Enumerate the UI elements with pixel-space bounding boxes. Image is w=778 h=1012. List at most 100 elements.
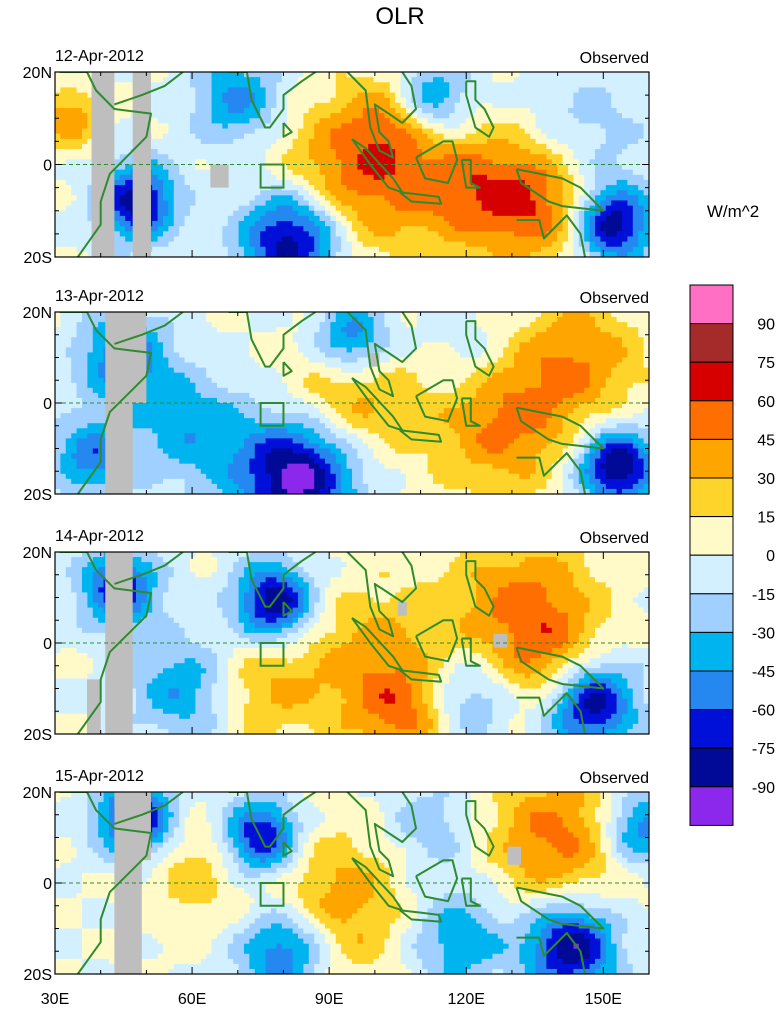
olr-cell xyxy=(389,210,396,217)
olr-cell xyxy=(76,463,83,470)
olr-cell xyxy=(433,138,439,145)
olr-cell xyxy=(551,159,558,166)
olr-cell xyxy=(524,200,531,207)
olr-cell xyxy=(638,97,645,104)
olr-cell xyxy=(152,231,159,238)
olr-cell xyxy=(600,185,607,191)
x-ticks-0 xyxy=(54,72,650,257)
olr-cell xyxy=(605,77,612,83)
olr-cell xyxy=(254,251,261,257)
olr-cell xyxy=(438,113,445,119)
olr-cell xyxy=(190,102,196,109)
olr-cell xyxy=(368,154,375,160)
olr-cell xyxy=(184,478,191,485)
olr-cell xyxy=(92,322,99,328)
olr-cell xyxy=(179,159,186,166)
olr-cell xyxy=(616,200,623,207)
olr-cell xyxy=(98,463,105,470)
olr-cell xyxy=(589,128,596,135)
olr-cell xyxy=(276,118,283,124)
olr-cell xyxy=(595,133,601,140)
olr-cell xyxy=(470,246,477,253)
olr-cell xyxy=(508,164,515,171)
olr-cell xyxy=(265,128,272,135)
olr-cell xyxy=(568,123,574,130)
olr-cell xyxy=(368,149,375,155)
olr-cell xyxy=(87,413,94,419)
olr-cell xyxy=(249,82,256,89)
olr-cell xyxy=(152,92,159,99)
olr-cell xyxy=(422,102,429,109)
olr-cell xyxy=(395,179,402,186)
olr-cell xyxy=(152,463,159,470)
olr-cell xyxy=(292,174,299,181)
olr-cell xyxy=(190,169,196,176)
olr-cell xyxy=(71,205,78,212)
olr-cell xyxy=(233,123,240,130)
olr-cell xyxy=(190,128,196,135)
olr-cell xyxy=(611,241,618,248)
olr-cell xyxy=(60,246,67,253)
olr-cell xyxy=(568,92,574,99)
olr-cell xyxy=(87,408,94,414)
olr-cell xyxy=(346,123,353,130)
olr-cell xyxy=(622,241,628,248)
olr-cell xyxy=(362,215,369,222)
olr-cell xyxy=(82,97,88,104)
olr-cell xyxy=(292,205,299,212)
olr-cell xyxy=(227,231,234,238)
olr-cell xyxy=(157,154,164,160)
olr-cell xyxy=(168,251,175,257)
olr-cell xyxy=(384,92,391,99)
olr-cell xyxy=(76,92,83,99)
olr-cell xyxy=(190,397,196,404)
olr-cell xyxy=(281,246,288,253)
olr-cell xyxy=(190,352,196,359)
olr-cell xyxy=(395,241,402,248)
olr-cell xyxy=(163,221,169,227)
olr-cell xyxy=(384,133,391,140)
olr-cell xyxy=(65,210,72,217)
olr-cell xyxy=(217,72,223,78)
olr-cell xyxy=(330,200,337,207)
olr-cell xyxy=(632,102,639,109)
y-tick-label-0: 0 xyxy=(43,158,52,175)
olr-cell xyxy=(470,107,477,114)
olr-cell xyxy=(276,128,283,135)
olr-cell xyxy=(119,251,126,257)
olr-cell xyxy=(470,113,477,119)
olr-cell xyxy=(163,327,169,333)
olr-cell xyxy=(249,107,256,114)
olr-cell xyxy=(379,205,385,212)
olr-cell xyxy=(584,107,591,114)
olr-cell xyxy=(341,149,348,155)
olr-cell xyxy=(60,205,67,212)
olr-cell xyxy=(168,236,175,243)
olr-cell xyxy=(465,200,472,207)
olr-cell xyxy=(60,154,67,160)
olr-cell xyxy=(487,246,493,253)
olr-cell xyxy=(514,97,520,104)
olr-cell xyxy=(260,231,267,238)
olr-cell xyxy=(341,241,348,248)
olr-cell xyxy=(460,236,466,243)
olr-cell xyxy=(119,118,126,124)
olr-cell xyxy=(427,205,434,212)
olr-cell xyxy=(163,246,169,253)
olr-cell xyxy=(114,246,121,253)
olr-cell xyxy=(325,210,331,217)
olr-cell xyxy=(87,423,94,429)
olr-cell xyxy=(627,97,634,104)
olr-cell xyxy=(476,107,483,114)
olr-cell xyxy=(55,190,61,196)
olr-cell xyxy=(368,221,375,227)
olr-cell xyxy=(508,138,515,145)
olr-cell xyxy=(368,97,375,104)
olr-cell xyxy=(125,82,132,89)
olr-cell xyxy=(65,443,72,450)
olr-cell xyxy=(530,87,537,94)
olr-cell xyxy=(325,251,331,257)
olr-cell xyxy=(125,164,132,171)
olr-cell xyxy=(125,241,132,248)
olr-cell xyxy=(71,387,78,394)
